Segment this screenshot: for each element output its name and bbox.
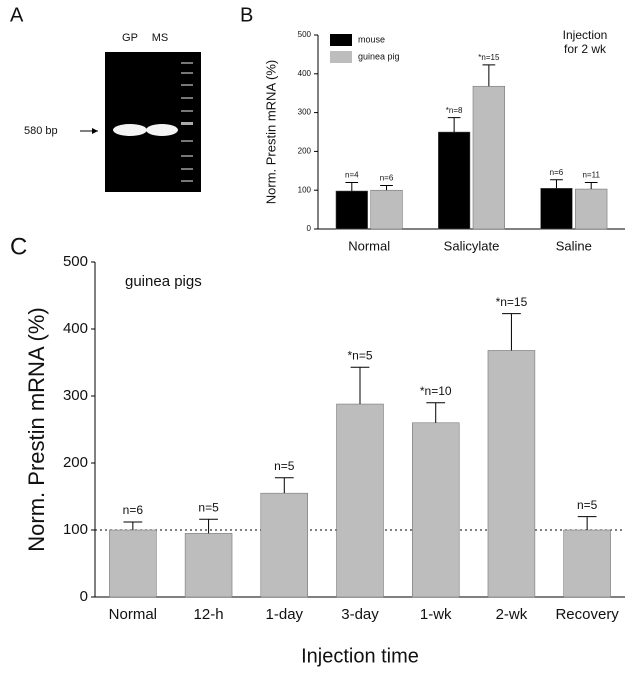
marker-arrow-head bbox=[92, 128, 98, 134]
error-bar bbox=[482, 64, 496, 87]
y-tick-label: 100 bbox=[298, 185, 312, 194]
error-bar bbox=[350, 366, 370, 405]
n-label: *n=8 bbox=[446, 106, 463, 115]
error-bar bbox=[380, 185, 393, 191]
n-label: n=5 bbox=[274, 459, 295, 473]
legend-swatch bbox=[330, 34, 352, 46]
bar bbox=[370, 189, 403, 230]
error-bar bbox=[447, 117, 461, 132]
x-tick-label: 1-wk bbox=[420, 606, 452, 623]
bar bbox=[411, 422, 460, 598]
error-bar bbox=[199, 518, 218, 534]
x-tick-label: Normal bbox=[348, 238, 390, 253]
bar bbox=[336, 403, 384, 598]
n-label: *n=10 bbox=[420, 384, 452, 398]
error-bar bbox=[123, 521, 143, 530]
error-bar bbox=[550, 179, 563, 189]
x-tick-label: 1-day bbox=[266, 606, 304, 623]
bar bbox=[109, 529, 157, 598]
legend-label: mouse bbox=[358, 34, 385, 44]
y-tick-label: 100 bbox=[63, 521, 88, 538]
panel-label: B bbox=[240, 4, 253, 26]
x-tick-label: 3-day bbox=[341, 606, 379, 623]
n-label: n=6 bbox=[380, 174, 394, 183]
y-tick-label: 500 bbox=[63, 253, 88, 270]
y-axis-label: Norm. Prestin mRNA (%) bbox=[263, 60, 278, 204]
x-tick-label: Salicylate bbox=[444, 238, 500, 253]
y-tick-label: 500 bbox=[298, 30, 312, 39]
lane-label: MS bbox=[152, 32, 169, 44]
n-label: n=6 bbox=[550, 168, 564, 177]
n-label: n=5 bbox=[577, 498, 598, 512]
legend-swatch bbox=[330, 51, 352, 63]
y-tick-label: 200 bbox=[298, 147, 312, 156]
n-label: *n=5 bbox=[347, 348, 372, 362]
y-tick-label: 400 bbox=[63, 320, 88, 337]
x-tick-label: Recovery bbox=[555, 606, 619, 623]
y-tick-label: 400 bbox=[298, 69, 312, 78]
error-bar bbox=[345, 181, 359, 191]
n-label: *n=15 bbox=[478, 53, 500, 62]
error-bar bbox=[426, 402, 446, 423]
y-tick-label: 0 bbox=[80, 588, 88, 605]
bar bbox=[184, 533, 233, 598]
error-bar bbox=[577, 516, 597, 530]
n-label: n=4 bbox=[345, 171, 359, 180]
x-tick-label: Saline bbox=[556, 238, 592, 253]
panel-label: A bbox=[10, 4, 24, 26]
x-tick-label: Normal bbox=[109, 606, 157, 623]
bar bbox=[563, 529, 611, 598]
marker-label: 580 bp bbox=[24, 125, 58, 137]
bar bbox=[472, 85, 505, 230]
error-bar bbox=[584, 181, 598, 190]
legend-label: guinea pig bbox=[358, 51, 400, 61]
y-tick-label: 0 bbox=[307, 224, 312, 233]
x-axis-label: Injection time bbox=[301, 645, 419, 667]
n-label: *n=15 bbox=[496, 295, 528, 309]
ladder bbox=[181, 62, 193, 182]
annotation: for 2 wk bbox=[564, 42, 607, 56]
n-label: n=6 bbox=[123, 503, 144, 517]
y-axis-label: Norm. Prestin mRNA (%) bbox=[24, 307, 49, 551]
gel-band bbox=[146, 124, 178, 136]
gel-band bbox=[113, 124, 147, 136]
panel-label: C bbox=[10, 233, 27, 260]
x-tick-label: 12-h bbox=[194, 606, 224, 623]
y-tick-label: 300 bbox=[63, 387, 88, 404]
x-tick-label: 2-wk bbox=[496, 606, 528, 623]
bar bbox=[487, 350, 536, 598]
n-label: n=11 bbox=[582, 171, 600, 180]
n-label: n=5 bbox=[198, 500, 219, 514]
bar bbox=[260, 492, 309, 598]
annotation: guinea pigs bbox=[125, 273, 202, 290]
bar bbox=[438, 131, 471, 230]
lane-label: GP bbox=[122, 32, 138, 44]
y-tick-label: 300 bbox=[298, 108, 312, 117]
bar bbox=[335, 190, 368, 230]
bar bbox=[540, 188, 573, 230]
bar bbox=[575, 188, 608, 230]
y-tick-label: 200 bbox=[63, 454, 88, 471]
error-bar bbox=[274, 477, 294, 494]
annotation: Injection bbox=[563, 28, 608, 42]
error-bar bbox=[502, 313, 521, 351]
